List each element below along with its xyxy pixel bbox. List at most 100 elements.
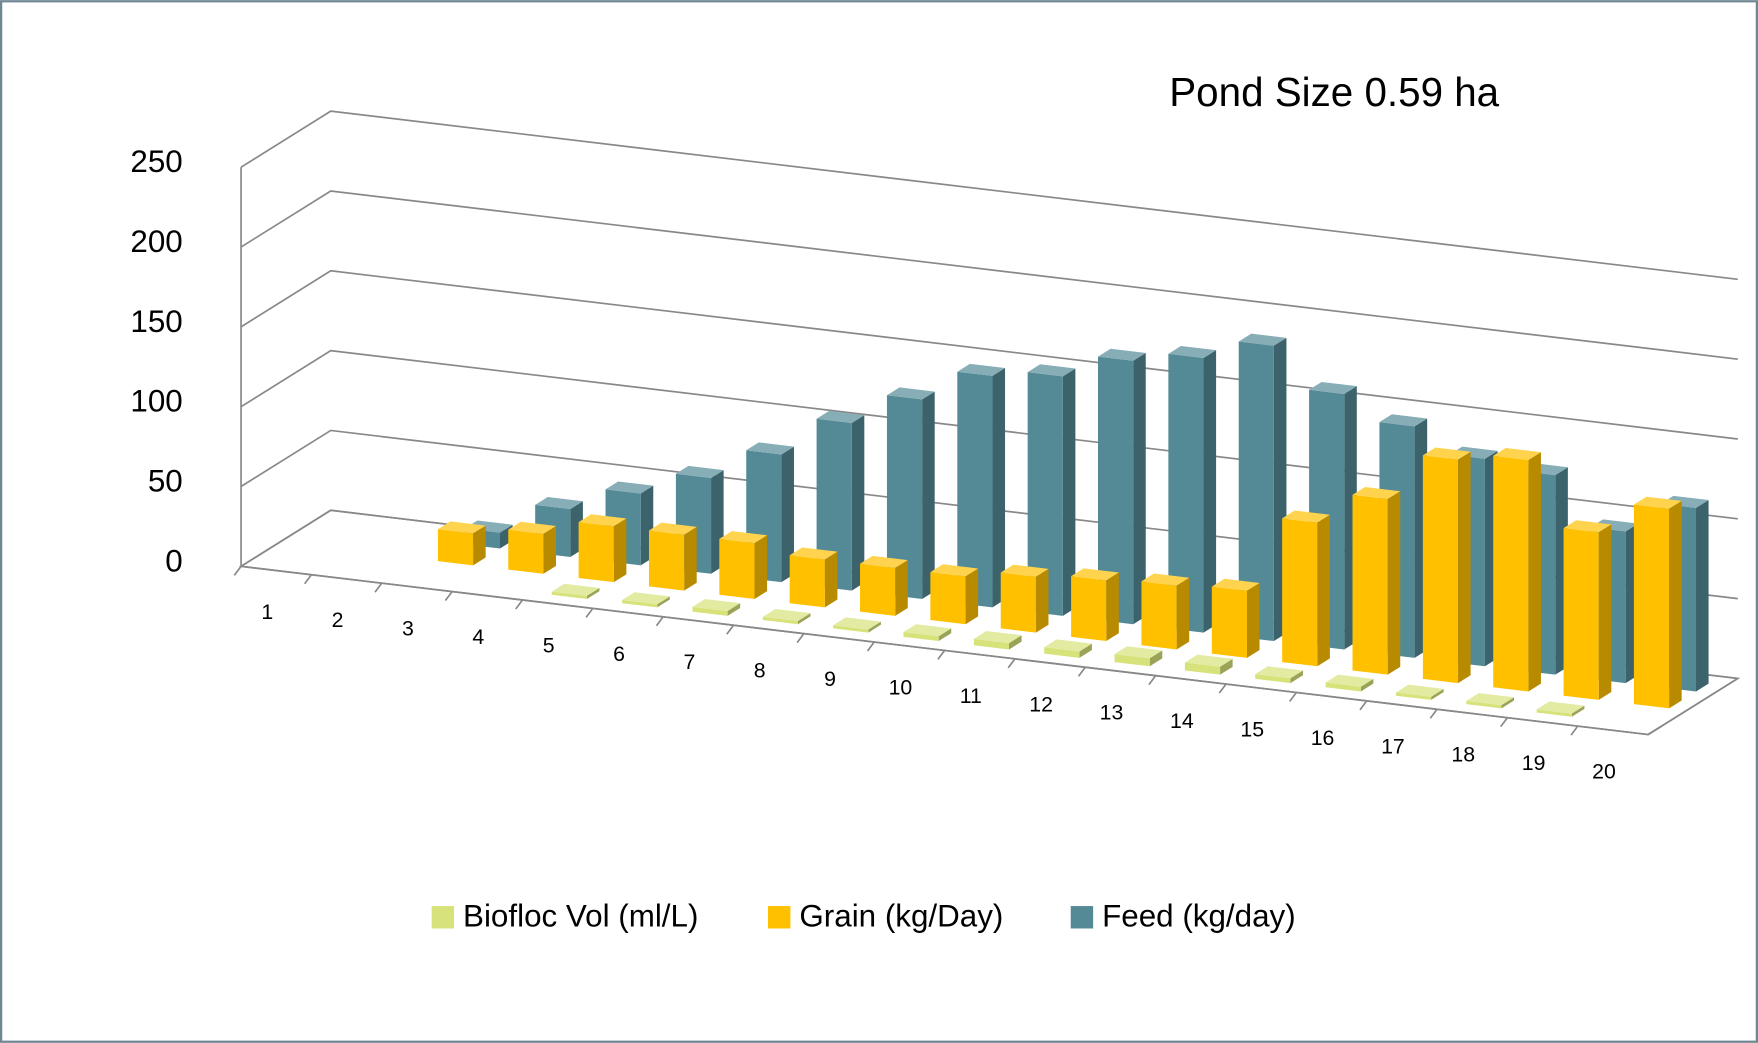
bar bbox=[1141, 573, 1190, 650]
bar-side bbox=[1133, 352, 1146, 625]
bar-top bbox=[816, 410, 865, 423]
bar bbox=[789, 547, 838, 608]
bar-top bbox=[973, 631, 1022, 644]
bar-front bbox=[1255, 674, 1291, 684]
bar-side bbox=[1220, 658, 1233, 675]
bar-top bbox=[437, 521, 486, 534]
x-tick-label: 9 bbox=[824, 667, 836, 691]
bar-front bbox=[1238, 341, 1274, 642]
bar bbox=[973, 631, 1022, 650]
bar-top bbox=[508, 521, 557, 534]
bar bbox=[1098, 348, 1146, 625]
bar bbox=[1071, 568, 1119, 642]
bar bbox=[622, 592, 670, 608]
bar-side bbox=[543, 526, 557, 574]
bar-side bbox=[1598, 524, 1612, 700]
bar bbox=[719, 531, 768, 600]
bar-front bbox=[1395, 692, 1432, 700]
bar-front bbox=[973, 638, 1010, 650]
legend-label: Feed (kg/day) bbox=[1102, 899, 1296, 934]
bar-side bbox=[684, 526, 697, 591]
bar-top bbox=[930, 564, 979, 577]
legend-swatch bbox=[1070, 906, 1094, 929]
x-tick bbox=[655, 616, 664, 627]
bar-side bbox=[1431, 688, 1444, 700]
bar-side bbox=[1176, 577, 1190, 650]
bar-front bbox=[860, 563, 896, 616]
bar-side bbox=[797, 613, 811, 625]
x-tick bbox=[1359, 700, 1368, 711]
x-tick-label: 11 bbox=[960, 684, 982, 708]
bar-front bbox=[1211, 586, 1247, 658]
bar bbox=[1466, 693, 1515, 709]
bar-front bbox=[1493, 455, 1529, 692]
x-tick bbox=[937, 649, 946, 660]
bar-front bbox=[1633, 504, 1670, 709]
bar-top bbox=[648, 522, 697, 535]
bar bbox=[648, 522, 697, 591]
bar-top bbox=[1044, 639, 1092, 652]
x-tick bbox=[1077, 666, 1086, 677]
x-tick-label: 17 bbox=[1381, 734, 1405, 758]
bar-side bbox=[754, 535, 768, 600]
legend-swatch bbox=[431, 906, 455, 929]
bar-front bbox=[762, 616, 798, 625]
bar-side bbox=[992, 368, 1006, 608]
bar-front bbox=[886, 395, 923, 600]
x-tick-label: 4 bbox=[472, 625, 484, 649]
x-tick-label: 7 bbox=[683, 650, 695, 674]
bar-side bbox=[1290, 670, 1303, 684]
bar-top bbox=[1309, 381, 1357, 395]
bar-side bbox=[657, 596, 670, 608]
bar-top bbox=[1027, 364, 1076, 377]
bar-top bbox=[1633, 496, 1682, 509]
x-tick bbox=[374, 582, 383, 593]
bar-top bbox=[1466, 693, 1515, 706]
bar-top bbox=[1325, 674, 1374, 687]
x-tick bbox=[1218, 683, 1227, 694]
bar-top bbox=[1168, 345, 1217, 359]
bar-top bbox=[957, 363, 1006, 376]
y-tick-label: 200 bbox=[130, 224, 182, 259]
bar-top bbox=[1114, 646, 1163, 659]
bar-side bbox=[1501, 697, 1515, 709]
bar-top bbox=[1395, 684, 1444, 697]
bar-front bbox=[1184, 662, 1221, 675]
bar-top bbox=[551, 583, 600, 596]
bar-side bbox=[586, 587, 600, 600]
x-axis bbox=[240, 565, 1663, 736]
bar-top bbox=[1071, 568, 1119, 581]
x-tick-label: 12 bbox=[1029, 692, 1053, 716]
x-tick-label: 18 bbox=[1451, 743, 1475, 767]
bar-top bbox=[1493, 447, 1541, 460]
x-tick-label: 20 bbox=[1592, 760, 1616, 784]
bar-side bbox=[1458, 451, 1471, 684]
y-tick-label: 0 bbox=[165, 543, 182, 578]
bar-top bbox=[762, 608, 811, 622]
x-tick-label: 6 bbox=[613, 642, 625, 666]
bar-front bbox=[1422, 455, 1459, 684]
bar bbox=[1493, 447, 1541, 692]
bar-side bbox=[727, 603, 741, 616]
bar bbox=[578, 514, 627, 583]
legend: Biofloc Vol (ml/L) Grain (kg/Day) Feed (kg… bbox=[431, 899, 1296, 934]
bar-front bbox=[1536, 709, 1572, 717]
bar bbox=[762, 608, 811, 625]
x-tick bbox=[866, 641, 875, 652]
bar-top bbox=[860, 555, 908, 568]
x-tick-label: 19 bbox=[1522, 751, 1546, 775]
bar-side bbox=[965, 568, 979, 625]
bar-front bbox=[1168, 353, 1204, 633]
bar bbox=[1536, 701, 1585, 717]
x-tick bbox=[726, 624, 735, 635]
bar-side bbox=[1079, 643, 1092, 658]
x-tick-label: 1 bbox=[261, 600, 273, 624]
bar bbox=[1168, 345, 1217, 633]
x-tick bbox=[1148, 675, 1157, 686]
x-tick bbox=[304, 574, 313, 585]
bar-side bbox=[1696, 500, 1709, 692]
bar-top bbox=[1536, 701, 1585, 714]
x-tick bbox=[1570, 725, 1579, 736]
